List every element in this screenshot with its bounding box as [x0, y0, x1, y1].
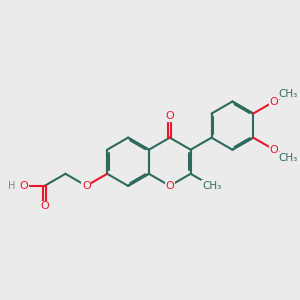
Text: O: O [20, 181, 28, 191]
Text: H: H [8, 181, 16, 191]
Text: O: O [165, 111, 174, 121]
Text: CH₃: CH₃ [202, 181, 221, 191]
Text: O: O [270, 97, 278, 106]
Text: CH₃: CH₃ [278, 152, 297, 163]
Text: O: O [40, 201, 49, 211]
Text: O: O [82, 181, 91, 191]
Text: O: O [165, 181, 174, 191]
Text: O: O [270, 145, 278, 155]
Text: CH₃: CH₃ [278, 89, 297, 99]
